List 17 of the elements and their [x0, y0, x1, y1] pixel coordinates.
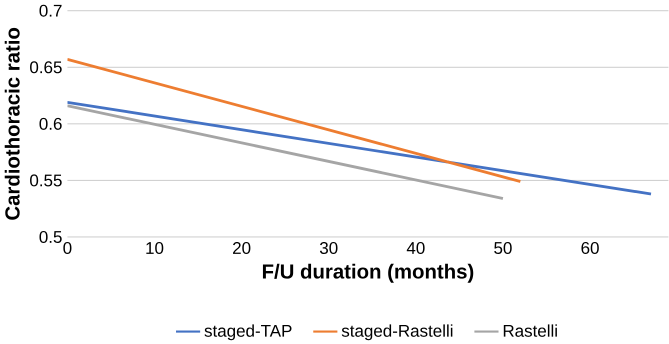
- x-tick-label: 20: [233, 242, 250, 254]
- x-tick-label: 40: [406, 242, 425, 254]
- x-tick-label: 50: [494, 242, 512, 254]
- legend-label: staged-TAP: [204, 324, 292, 340]
- y-tick-label: 0.55: [30, 174, 62, 186]
- legend-label: staged-Rastelli: [342, 324, 452, 340]
- x-tick-label: 0: [63, 242, 72, 254]
- x-tick-label: 30: [320, 242, 338, 254]
- x-axis-title: F/U duration (months): [262, 263, 474, 282]
- x-tick-label: 10: [146, 242, 164, 254]
- y-axis-title: Cardiothoracic ratio: [4, 28, 20, 220]
- y-tick-label: 0.7: [39, 4, 62, 16]
- x-tick-label: 60: [581, 242, 599, 254]
- y-tick-label: 0.5: [39, 230, 62, 243]
- y-tick-label: 0.6: [39, 118, 62, 130]
- legend-label: Rastelli: [504, 324, 557, 337]
- y-tick-label: 0.65: [30, 61, 62, 74]
